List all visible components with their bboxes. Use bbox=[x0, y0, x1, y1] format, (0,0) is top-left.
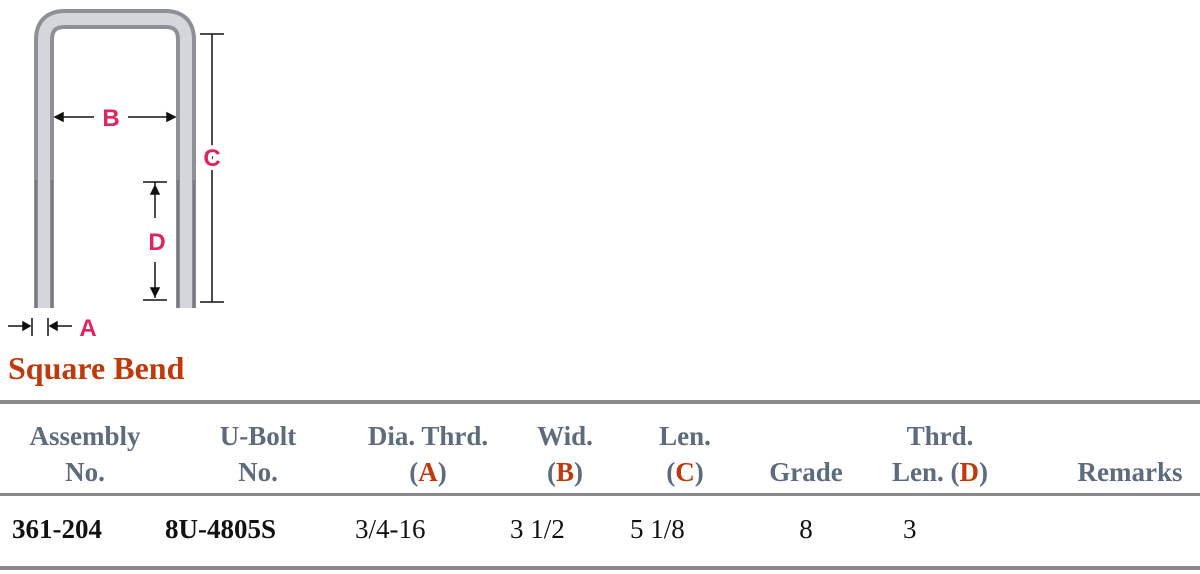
rule bbox=[0, 566, 1200, 570]
table-cell: 3 bbox=[903, 514, 917, 544]
header-line: Thrd. bbox=[840, 418, 1040, 454]
table-cell: 8 bbox=[799, 514, 813, 544]
column-header: Assembly No. bbox=[0, 418, 185, 490]
header-line: Len. (D) bbox=[840, 454, 1040, 490]
header-line: No. bbox=[158, 454, 358, 490]
header-line: Len. bbox=[585, 418, 785, 454]
header-text: ( bbox=[666, 457, 676, 487]
rule bbox=[0, 400, 1200, 404]
header-text: Assembly bbox=[29, 421, 141, 451]
header-line: U-Bolt bbox=[158, 418, 358, 454]
dim-label: B bbox=[102, 105, 119, 132]
header-line: No. bbox=[0, 454, 185, 490]
column-header: Grade bbox=[706, 418, 906, 490]
header-letter: D bbox=[959, 457, 980, 487]
header-text: Dia. Thrd. bbox=[367, 421, 489, 451]
column-header: U-Bolt No. bbox=[158, 418, 358, 490]
header-letter: A bbox=[418, 457, 438, 487]
header-letter: B bbox=[555, 457, 574, 487]
column-header: Remarks bbox=[1030, 418, 1200, 490]
header-text: ) bbox=[979, 457, 988, 487]
column-header: Dia. Thrd. (A) bbox=[328, 418, 528, 490]
header-line: Dia. Thrd. bbox=[328, 418, 528, 454]
header-text: Len. bbox=[659, 421, 711, 451]
column-header: Len. (C) bbox=[585, 418, 785, 490]
header-line: (A) bbox=[328, 454, 528, 490]
header-line bbox=[1030, 418, 1200, 454]
header-letter: C bbox=[675, 457, 695, 487]
table-cell: 5 1/8 bbox=[630, 514, 685, 544]
header-line: (B) bbox=[465, 454, 665, 490]
table-cell: 3/4-16 bbox=[355, 514, 426, 544]
header-line: (C) bbox=[585, 454, 785, 490]
dim-label: A bbox=[79, 315, 96, 342]
u-bolt-diagram: B C D A bbox=[8, 9, 225, 342]
header-text: Grade bbox=[769, 457, 843, 487]
dim-label: C bbox=[203, 145, 220, 172]
table-cell: 361-204 bbox=[12, 514, 102, 544]
header-text: Thrd. bbox=[906, 421, 974, 451]
section-title: Square Bend bbox=[8, 350, 185, 386]
rule bbox=[0, 493, 1200, 496]
table-cell: 8U-4805S bbox=[165, 514, 277, 544]
header-text: Remarks bbox=[1077, 457, 1183, 487]
dim-label: D bbox=[148, 229, 165, 256]
header-line: Remarks bbox=[1030, 454, 1200, 490]
header-line: Wid. bbox=[465, 418, 665, 454]
header-text: ) bbox=[437, 457, 447, 487]
header-text: No. bbox=[65, 457, 105, 487]
header-text: U-Bolt bbox=[219, 421, 297, 451]
column-header: Wid. (B) bbox=[465, 418, 665, 490]
header-line: Grade bbox=[706, 454, 906, 490]
table-cell: 3 1/2 bbox=[510, 514, 565, 544]
header-text: ) bbox=[694, 457, 704, 487]
column-header: Thrd. Len. (D) bbox=[840, 418, 1040, 490]
header-line: Assembly bbox=[0, 418, 185, 454]
header-text: ( bbox=[546, 457, 556, 487]
header-text: No. bbox=[238, 457, 278, 487]
header-text: Len. ( bbox=[892, 457, 960, 487]
header-text: Wid. bbox=[537, 421, 593, 451]
header-text: ) bbox=[574, 457, 583, 487]
header-text: ( bbox=[409, 457, 419, 487]
